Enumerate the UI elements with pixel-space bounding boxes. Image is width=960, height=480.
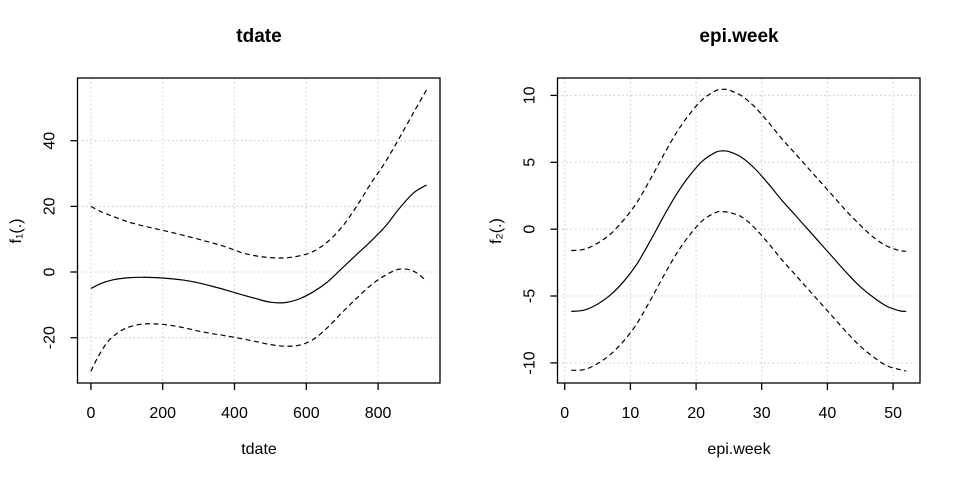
y-tick-label: 10 [522, 86, 539, 104]
y-axis-label-f2: f₂(.) [488, 218, 505, 244]
x-axis-label-epi-week: epi.week [707, 441, 771, 458]
curve-lower-ci [571, 210, 907, 372]
x-tick-label: 10 [622, 405, 640, 422]
x-tick-label: 200 [149, 405, 176, 422]
y-axis-label-f1: f₁(.) [8, 218, 25, 244]
x-tick-label: 30 [753, 405, 771, 422]
y-tick-label: 0 [42, 267, 59, 276]
plot-box [76, 77, 441, 384]
curve-fit [90, 184, 427, 304]
x-tick-label: 600 [293, 405, 320, 422]
plot-panel-tdate: 0 200 400 600 800 -20 0 20 40 [42, 77, 441, 422]
x-tick-label: 40 [819, 405, 837, 422]
y-tick-label: 0 [522, 225, 539, 234]
x-tick-label: 400 [221, 405, 248, 422]
y-tick-label: 40 [42, 132, 59, 150]
x-axis-label-tdate: tdate [241, 441, 277, 458]
plot-title-epi-week: epi.week [699, 26, 779, 47]
plot-title-tdate: tdate [236, 26, 282, 47]
curve-upper-ci [571, 88, 907, 252]
y-tick-label: -20 [42, 326, 59, 349]
plot-panel-epi-week: 0 10 20 30 40 50 -10 -5 0 5 10 [522, 77, 921, 422]
x-tick-label: 800 [365, 405, 392, 422]
x-tick-label: 20 [687, 405, 705, 422]
y-tick-label: 5 [522, 158, 539, 167]
x-tick-label: 50 [884, 405, 902, 422]
curve-upper-ci [90, 89, 428, 259]
curve-lower-ci [90, 268, 427, 372]
y-tick-label: -10 [522, 351, 539, 374]
curve-fit [571, 150, 907, 313]
plot-box [556, 77, 921, 384]
y-tick-label: 20 [42, 197, 59, 215]
y-tick-label: -5 [522, 289, 539, 303]
x-tick-label: 0 [560, 405, 569, 422]
x-tick-label: 0 [86, 405, 95, 422]
